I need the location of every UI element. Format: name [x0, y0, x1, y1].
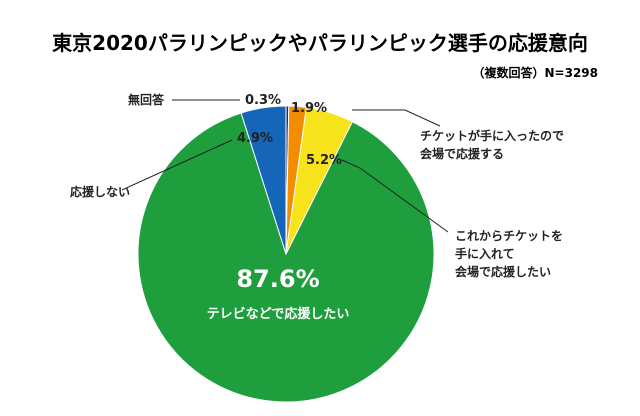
- label-no-answer: 無回答: [128, 92, 165, 107]
- label-will-get-ticket-line2: 手に入れて: [455, 246, 515, 261]
- label-not-support: 応援しない: [70, 184, 130, 199]
- value-not-support: 4.9%: [237, 131, 273, 146]
- leader-ticket-obtained: [352, 109, 441, 127]
- leader-will-get-ticket: [341, 159, 449, 233]
- value-will-get-ticket: 5.2%: [306, 153, 342, 168]
- value-no-answer: 0.3%: [245, 93, 281, 108]
- value-tv-support: 87.6%: [236, 265, 319, 293]
- chart-title: 東京2020パラリンピックやパラリンピック選手の応援意向: [52, 31, 588, 55]
- slice-tv-support: [137, 112, 435, 403]
- label-will-get-ticket-line3: 会場で応援したい: [455, 264, 551, 279]
- label-will-get-ticket-line1: これからチケットを: [455, 229, 563, 243]
- slice-not-support: [240, 105, 287, 255]
- chart-note: （複数回答）N=3298: [473, 65, 599, 80]
- leader-not-support: [121, 139, 233, 191]
- label-ticket-obtained-line2: 会場で応援する: [420, 146, 504, 161]
- label-tv-support: テレビなどで応援したい: [207, 306, 350, 322]
- label-ticket-obtained-line1: チケットが手に入ったので: [420, 128, 564, 143]
- value-ticket-obtained: 1.9%: [291, 101, 327, 116]
